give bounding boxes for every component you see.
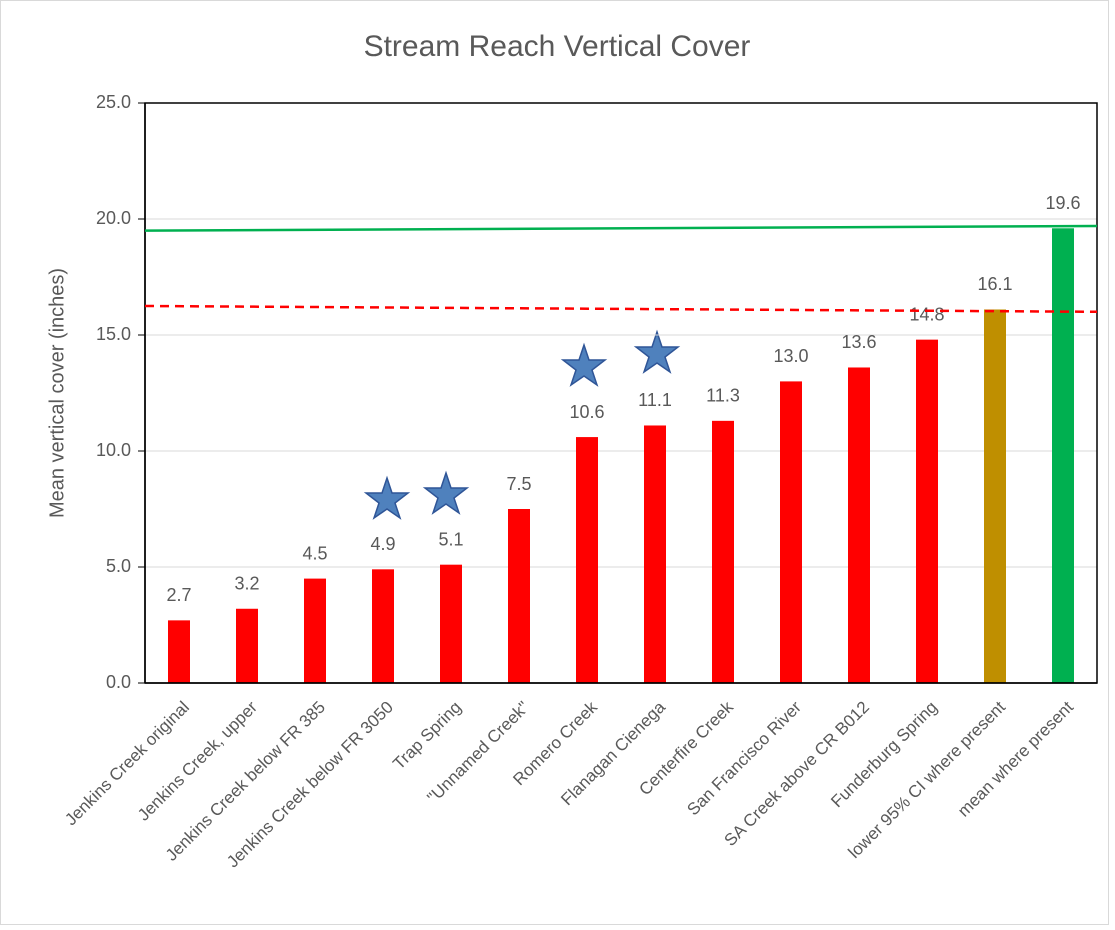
value-label: 13.6	[841, 332, 876, 352]
bar	[1052, 228, 1074, 683]
y-tick-label: 25.0	[96, 92, 131, 112]
chart-title: Stream Reach Vertical Cover	[364, 30, 751, 63]
bar	[168, 620, 190, 683]
value-label: 2.7	[166, 585, 191, 605]
value-label: 16.1	[977, 274, 1012, 294]
star	[633, 329, 681, 374]
y-axis-label: Mean vertical cover (inches)	[46, 268, 68, 518]
value-label: 7.5	[506, 474, 531, 494]
bar	[916, 339, 938, 683]
bar	[236, 608, 258, 683]
y-tick-label: 0.0	[106, 672, 131, 692]
x-tick-label: Jenkins Creek original	[61, 698, 193, 830]
bar	[304, 578, 326, 683]
bar	[780, 381, 802, 683]
y-tick-label: 20.0	[96, 208, 131, 228]
value-label: 4.9	[370, 534, 395, 554]
value-label: 10.6	[569, 402, 604, 422]
x-tick-label: mean where present	[954, 697, 1077, 820]
value-label: 19.6	[1045, 193, 1080, 213]
stars	[363, 329, 681, 520]
bar	[984, 309, 1006, 683]
value-label: 14.8	[909, 304, 944, 324]
reference-line	[144, 304, 1098, 314]
reference-line	[144, 224, 1098, 232]
y-tick-label: 10.0	[96, 440, 131, 460]
y-tick-label: 5.0	[106, 556, 131, 576]
bar	[372, 569, 394, 683]
value-label: 4.5	[302, 543, 327, 563]
bar	[848, 367, 870, 683]
y-tick-label: 15.0	[96, 324, 131, 344]
star	[560, 342, 608, 387]
x-tick-label: San Francisco River	[683, 697, 805, 819]
value-label: 11.3	[706, 386, 740, 406]
bar	[576, 437, 598, 683]
x-tick-label: Jenkins Creek, upper	[134, 697, 261, 824]
bar	[712, 420, 734, 683]
star	[363, 475, 411, 520]
value-label: 13.0	[773, 346, 808, 366]
plot-border	[144, 102, 1098, 684]
bar	[440, 564, 462, 683]
bar	[508, 509, 530, 683]
x-tick-label: Trap Spring	[389, 698, 465, 774]
bar	[644, 425, 666, 683]
star	[422, 470, 470, 515]
value-label: 3.2	[234, 574, 259, 594]
value-label: 11.1	[638, 390, 672, 410]
value-label: 5.1	[438, 529, 463, 549]
